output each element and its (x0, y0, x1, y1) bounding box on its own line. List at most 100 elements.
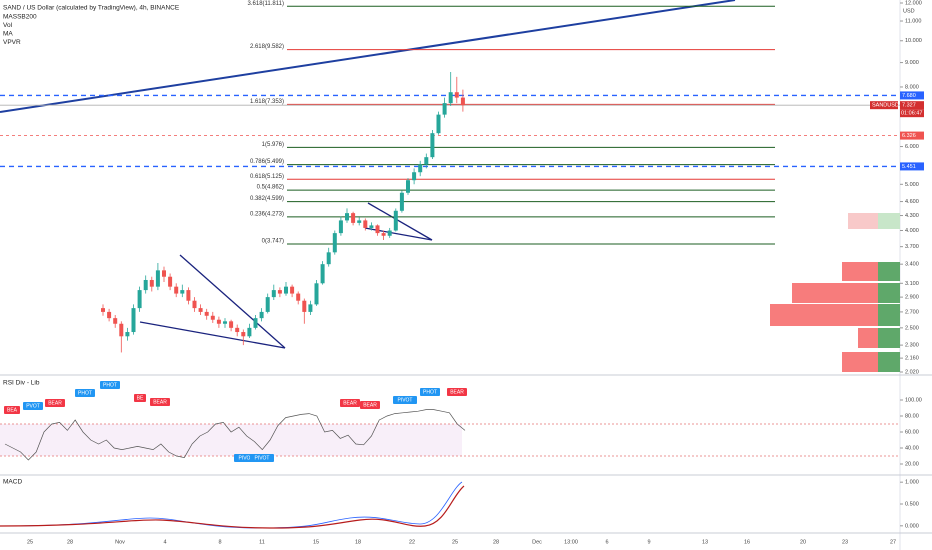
fib-label: 0.236(4.273) (250, 211, 284, 217)
candle-body (387, 230, 392, 236)
candle-body (174, 286, 179, 294)
time-label: 15 (313, 539, 319, 545)
signal-label: PHOT (423, 389, 437, 395)
time-label: 9 (647, 539, 650, 545)
ticker-tag: SANDUSD (872, 103, 899, 109)
candle-body (326, 252, 331, 265)
candle-body (351, 213, 356, 223)
time-label: Dec (532, 539, 542, 545)
signal-label: BEA (7, 407, 18, 413)
rsi-tick-label: 60.00 (905, 429, 919, 435)
price-tick-label: 10.000 (905, 38, 922, 44)
signal-label: BEAR (450, 389, 464, 395)
fib-label: 0.786(5.499) (250, 159, 284, 165)
signal-label: PIVOT (397, 397, 412, 403)
candle-body (223, 321, 227, 324)
price-tick-label: 2.160 (905, 356, 919, 362)
rsi-band-fill (0, 424, 462, 456)
macd-tick-label: 0.500 (905, 501, 919, 507)
fib-label: 0.382(4.599) (250, 196, 284, 202)
price-tick-label: 5.000 (905, 182, 919, 188)
price-tag: 6.326 (902, 133, 916, 139)
price-tick-label: 9.000 (905, 60, 919, 66)
time-label: 16 (744, 539, 750, 545)
price-tick-label: 2.900 (905, 295, 919, 301)
macd-tick-label: 0.000 (905, 523, 919, 529)
signal-badge (4, 406, 20, 414)
signal-label: PHOT (103, 382, 117, 388)
candle-body (332, 233, 337, 253)
candle-body (314, 283, 319, 305)
price-tag: 7.327 (902, 103, 916, 109)
candle-body (393, 210, 398, 231)
signal-badge (134, 394, 146, 402)
volume-profile (770, 213, 900, 372)
candle-body (137, 290, 142, 309)
candle-body (247, 327, 252, 337)
candle-body (296, 293, 301, 301)
fib-label: 3.618(11.811) (248, 1, 284, 7)
signal-badge (250, 454, 274, 462)
macd-tick-label: 1.000 (905, 480, 919, 486)
indicator-label: Vol (3, 22, 13, 29)
candle-body (131, 308, 136, 333)
signal-badge (75, 389, 95, 397)
time-label: 18 (355, 539, 361, 545)
rsi-title: RSI Div - Lib (3, 380, 40, 387)
signal-badge (360, 401, 380, 409)
indicator-label: MASSB200 (3, 14, 37, 21)
candle-body (210, 315, 215, 320)
rsi-tick-label: 40.00 (905, 445, 919, 451)
signal-label: BEAR (343, 400, 357, 406)
candle-body (180, 290, 185, 294)
candle-body (442, 103, 447, 115)
candle-body (277, 290, 282, 294)
price-tag-bg (900, 91, 924, 100)
price-tick-label: 6.000 (905, 144, 919, 150)
candle-body (125, 332, 130, 337)
signal-badge (100, 381, 120, 389)
candle-body (418, 164, 423, 173)
signal-label: BEAR (153, 399, 167, 405)
time-label: 28 (493, 539, 499, 545)
candle-body (259, 311, 264, 319)
countdown-bg (900, 109, 924, 118)
time-label: Nov (115, 539, 125, 545)
symbol-title: SAND / US Dollar (calculated by TradingV… (3, 5, 180, 12)
candle-body (253, 318, 258, 328)
candle-body (430, 133, 435, 158)
trend-line (0, 0, 736, 113)
price-tag-bg (900, 162, 924, 171)
fib-label: 1(5.976) (262, 142, 284, 148)
candle-body (369, 225, 374, 228)
wedge-line (179, 254, 286, 349)
candle-body (412, 172, 417, 181)
price-tick-label: 2.300 (905, 343, 919, 349)
candle-body (229, 321, 234, 328)
signal-label: PHOT (78, 390, 92, 396)
time-label: 13 (702, 539, 708, 545)
signal-badge (393, 396, 417, 404)
candle-body (113, 318, 118, 324)
signal-badge (150, 398, 170, 406)
signal-label: PVOT (26, 403, 40, 409)
candle-body (436, 114, 441, 134)
candle-body (162, 270, 166, 277)
rsi-tick-label: 100.00 (905, 397, 922, 403)
candle-body (204, 311, 209, 316)
candle-body (198, 308, 203, 312)
signal-badge (340, 399, 360, 407)
time-label: 25 (27, 539, 33, 545)
candle-body (381, 233, 386, 236)
price-tag-bg (900, 131, 924, 140)
candle-body (155, 270, 160, 287)
signal-badge (23, 402, 43, 410)
candle-body (284, 286, 288, 294)
macd-title: MACD (3, 479, 22, 486)
time-label: 28 (67, 539, 73, 545)
price-tick-label: 8.000 (905, 84, 919, 90)
candle-body (216, 319, 221, 324)
candle-body (186, 290, 191, 301)
rsi-tick-label: 20.00 (905, 461, 919, 467)
